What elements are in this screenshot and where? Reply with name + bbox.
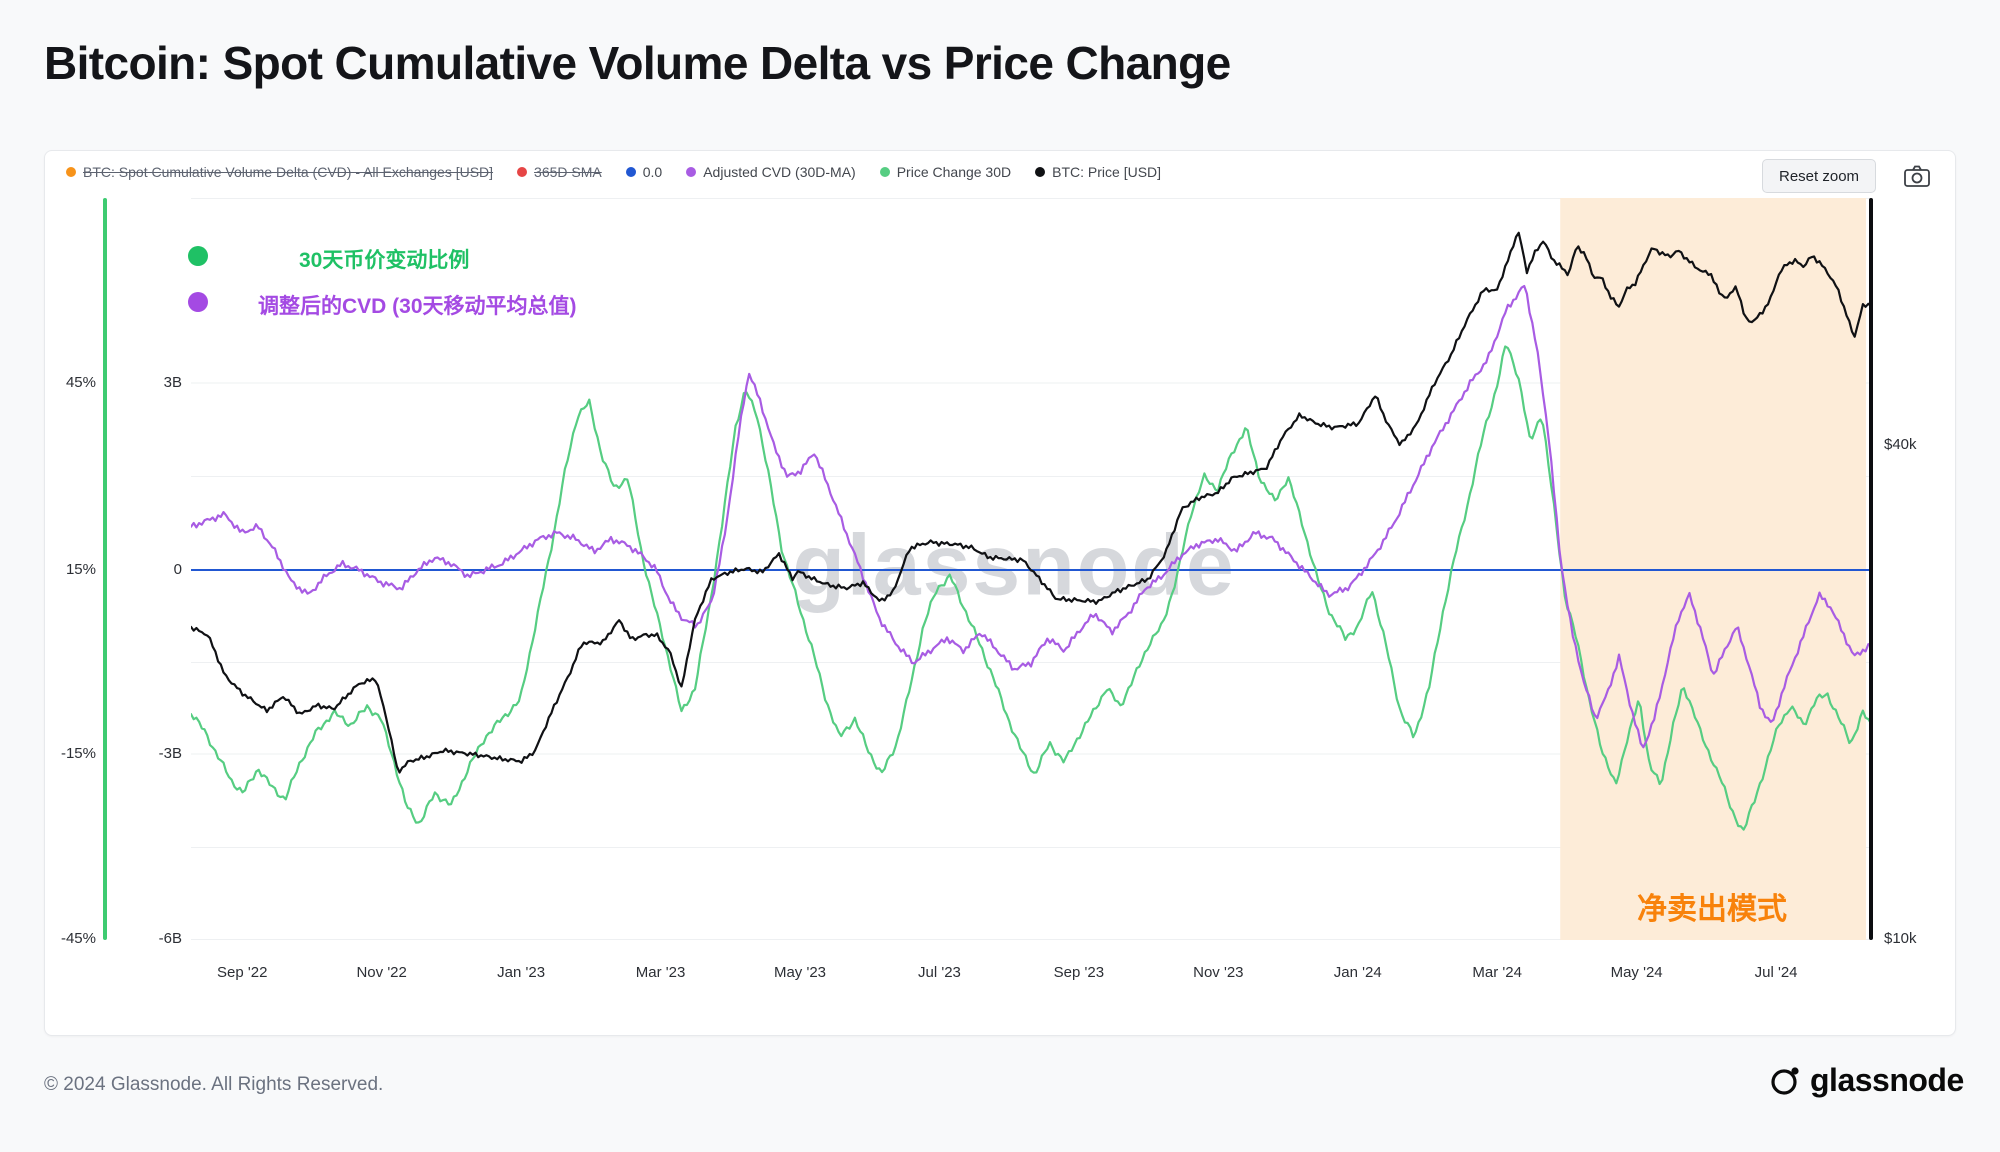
glassnode-logo-text: glassnode <box>1810 1062 1964 1098</box>
x-axis-label: Sep '22 <box>217 964 268 981</box>
legend-dot-icon <box>66 167 76 177</box>
x-axis-label: Sep '23 <box>1053 964 1105 981</box>
series-adjusted-cvd-30d-ma <box>191 284 1871 749</box>
legend-item-label: 365D SMA <box>534 164 602 180</box>
legend-item-label: Price Change 30D <box>896 164 1012 180</box>
chart-plot-area[interactable] <box>191 198 1871 940</box>
legend-dot-icon <box>517 167 528 177</box>
legend-item-price-change-30d[interactable]: Price Change 30D <box>879 164 1012 180</box>
y-axis-label-billions: 3B <box>163 374 182 391</box>
legend-item-label: Adjusted CVD (30D-MA) <box>703 164 856 180</box>
y-axis-label-percent: -15% <box>60 745 96 762</box>
legend-dot-icon <box>686 167 697 177</box>
y-axis-label-percent: 45% <box>65 374 96 391</box>
price-change-annotation-label: 30天币价变动比例 <box>299 249 470 272</box>
x-axis-label: Jul '24 <box>1754 964 1798 981</box>
y-axis-label-price: $40k <box>1884 436 1917 453</box>
page-title: Bitcoin: Spot Cumulative Volume Delta vs… <box>44 37 1231 89</box>
legend-item-label: BTC: Price [USD] <box>1052 164 1162 180</box>
left-percent-axis-line <box>103 198 107 940</box>
y-axis-label-billions: -6B <box>158 930 182 947</box>
glassnode-logo: glassnode <box>1770 1062 1964 1099</box>
net-sell-mode-label: 净卖出模式 <box>1637 893 1787 926</box>
adjusted-cvd-annotation-label: 调整后的CVD (30天移动平均总值) <box>258 295 577 318</box>
reset-zoom-button[interactable]: Reset zoom <box>1762 159 1877 193</box>
x-axis-label: Nov '22 <box>356 964 407 981</box>
y-axis-label-percent: -45% <box>60 930 96 947</box>
legend-item-label: 0.0 <box>642 164 663 180</box>
legend-item-btc-spot-cumulative-volume-delta-cvd-all-exchanges-usd[interactable]: BTC: Spot Cumulative Volume Delta (CVD) … <box>66 164 493 180</box>
x-axis-label: Jan '24 <box>1333 964 1382 981</box>
y-axis-label-billions: -3B <box>158 745 182 762</box>
x-axis-label: Nov '23 <box>1193 964 1244 981</box>
x-axis-label: Mar '24 <box>1472 964 1522 981</box>
legend-dot-icon <box>1035 167 1046 177</box>
camera-icon[interactable] <box>1903 163 1931 189</box>
x-axis-label: Jan '23 <box>497 964 546 981</box>
series-btc-price-usd <box>191 231 1871 774</box>
legend-item-adjusted-cvd-30d-ma[interactable]: Adjusted CVD (30D-MA) <box>686 164 856 180</box>
copyright-text: © 2024 Glassnode. All Rights Reserved. <box>44 1074 384 1095</box>
adjusted-cvd-annotation-dot <box>188 292 208 312</box>
legend-item-365d-sma[interactable]: 365D SMA <box>517 164 602 180</box>
legend-item-0-0[interactable]: 0.0 <box>625 164 663 180</box>
legend-dot-icon <box>879 167 890 177</box>
glassnode-logo-icon <box>1771 1066 1799 1095</box>
y-axis-label-percent: 15% <box>65 561 96 578</box>
right-price-axis-line <box>1869 198 1873 940</box>
x-axis-label: Mar '23 <box>635 964 686 981</box>
legend-item-btc-price-usd[interactable]: BTC: Price [USD] <box>1035 164 1161 180</box>
legend-item-label: BTC: Spot Cumulative Volume Delta (CVD) … <box>83 164 494 180</box>
y-axis-label-billions: 0 <box>173 561 182 578</box>
chart-legend: BTC: Spot Cumulative Volume Delta (CVD) … <box>66 164 1161 180</box>
y-axis-label-price: $10k <box>1884 930 1917 947</box>
price-change-annotation-dot <box>188 246 208 266</box>
x-axis-label: May '24 <box>1610 964 1663 981</box>
x-axis-label: May '23 <box>773 964 827 981</box>
x-axis-label: Jul '23 <box>917 964 961 981</box>
legend-dot-icon <box>625 167 636 177</box>
